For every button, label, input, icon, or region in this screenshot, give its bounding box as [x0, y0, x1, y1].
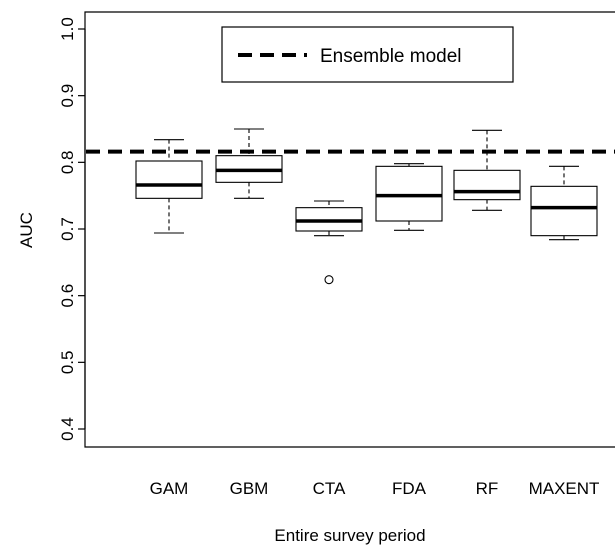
- box-rect: [375, 165, 443, 222]
- x-tick-label: MAXENT: [529, 479, 600, 498]
- y-axis-title: AUC: [17, 212, 36, 248]
- box-rect: [530, 185, 598, 237]
- box-gam: [135, 139, 203, 234]
- x-axis-category-labels: GAM GBM CTA FDA RF MAXENT: [150, 479, 600, 498]
- x-axis-title: Entire survey period: [274, 526, 425, 545]
- x-tick-label: GBM: [230, 479, 269, 498]
- y-axis: 0.4 0.5 0.6 0.7 0.8 0.9 1.0: [58, 17, 86, 441]
- box-fda: [375, 163, 443, 231]
- box-cta: [295, 200, 363, 285]
- legend-label: Ensemble model: [320, 46, 462, 67]
- x-tick-label: RF: [476, 479, 499, 498]
- y-tick-label: 0.7: [58, 217, 77, 241]
- box-rect: [135, 160, 203, 199]
- y-tick-label: 0.5: [58, 351, 77, 375]
- x-tick-label: GAM: [150, 479, 189, 498]
- y-tick-label: 0.6: [58, 284, 77, 308]
- boxes: [135, 128, 598, 285]
- x-tick-label: CTA: [313, 479, 346, 498]
- y-tick-label: 0.4: [58, 417, 77, 441]
- box-maxent: [530, 165, 598, 241]
- y-tick-label: 0.8: [58, 151, 77, 175]
- y-tick-label: 0.9: [58, 84, 77, 108]
- outlier-point: [324, 275, 334, 285]
- box-gbm: [215, 128, 283, 199]
- y-tick-label: 1.0: [58, 17, 77, 41]
- box-rf: [453, 129, 521, 211]
- x-tick-label: FDA: [392, 479, 427, 498]
- box-rect: [453, 169, 521, 201]
- legend: Ensemble model: [221, 26, 514, 83]
